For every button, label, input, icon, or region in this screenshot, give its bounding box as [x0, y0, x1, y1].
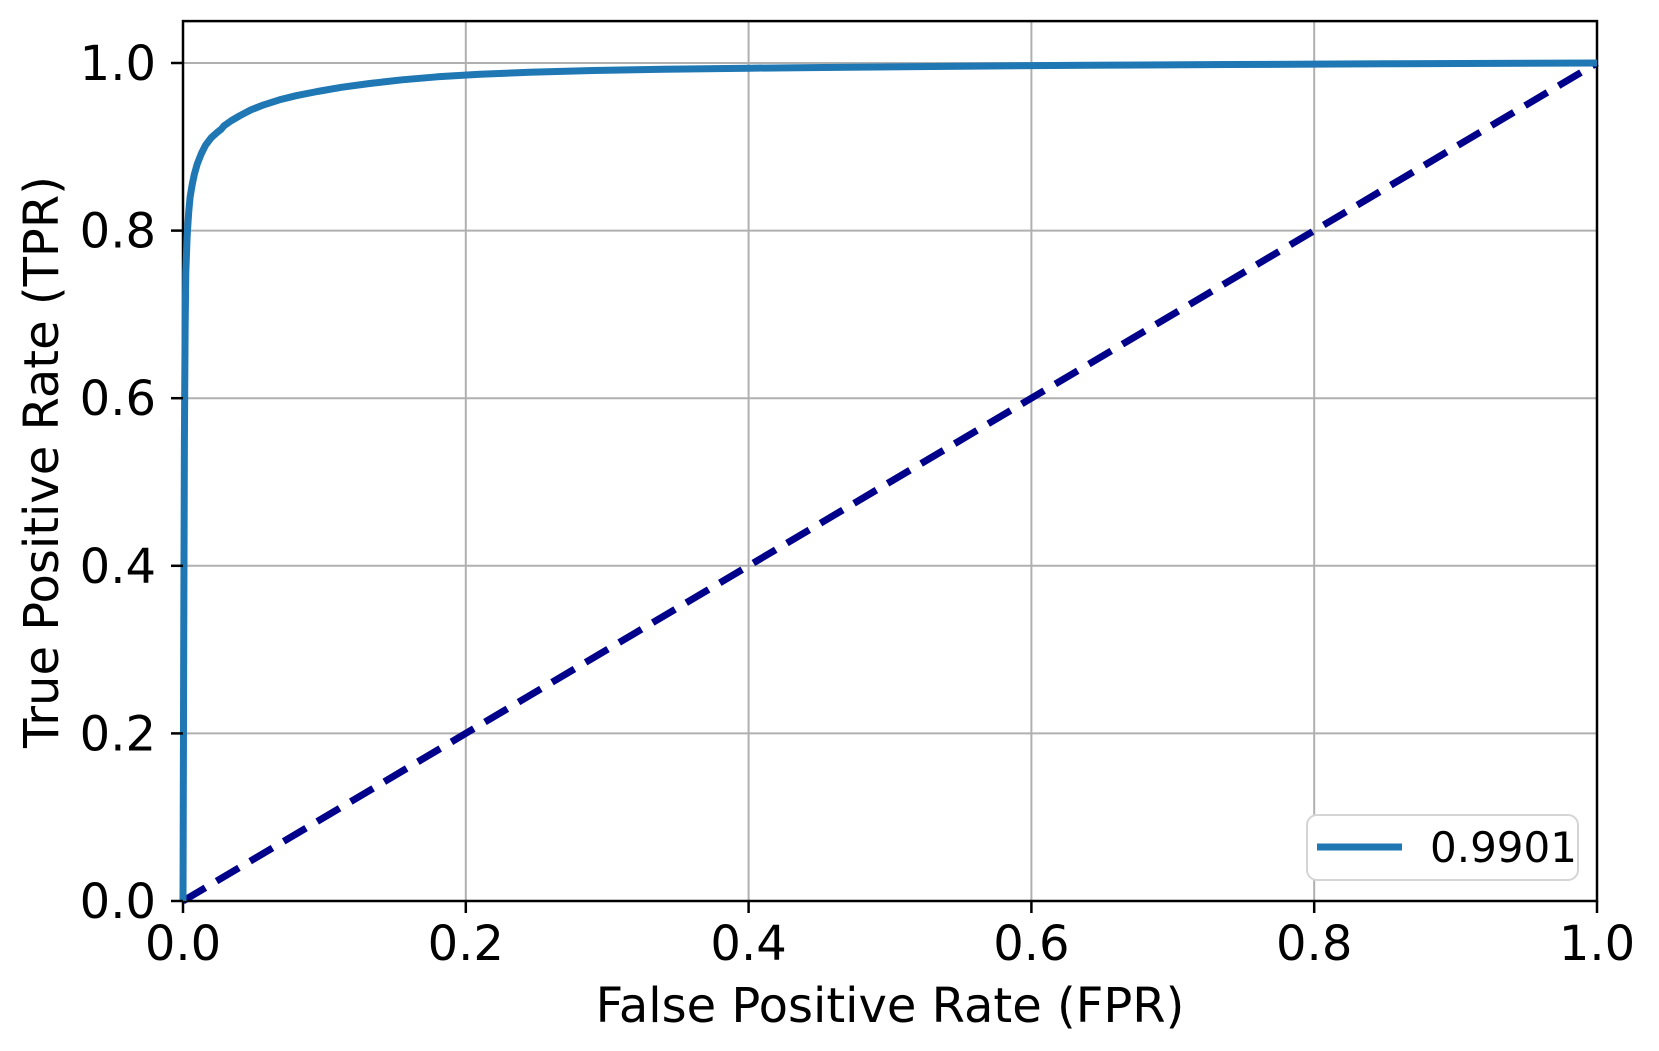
x-tick-label: 0.0 [145, 916, 221, 972]
legend: 0.9901 [1306, 814, 1579, 881]
legend-box [1306, 814, 1579, 881]
x-tick-label: 0.4 [710, 916, 786, 972]
x-tick-label: 0.6 [993, 916, 1069, 972]
legend-auc-value: 0.9901 [1430, 823, 1577, 872]
y-tick-label: 0.4 [80, 539, 156, 595]
x-tick-labels: 0.0 0.2 0.4 0.6 0.8 1.0 [145, 916, 1635, 972]
axis-ticks [171, 61, 1599, 913]
y-tick-label: 1.0 [80, 36, 156, 92]
x-tick-label: 0.2 [428, 916, 504, 972]
gridlines [183, 21, 1597, 901]
x-axis-label: False Positive Rate (FPR) [596, 978, 1185, 1034]
y-tick-labels: 0.0 0.2 0.4 0.6 0.8 1.0 [80, 36, 156, 930]
axes-spines [181, 19, 1599, 903]
x-tick-label: 0.8 [1276, 916, 1352, 972]
roc-curve-path [179, 59, 1598, 902]
chance-diagonal-path [181, 59, 1599, 905]
y-tick-label: 0.0 [80, 874, 156, 930]
y-tick-label: 0.6 [80, 371, 156, 427]
y-axis-label: True Positive Rate (TPR) [14, 176, 70, 749]
y-tick-label: 0.2 [80, 706, 156, 762]
x-tick-label: 1.0 [1559, 916, 1635, 972]
y-tick-label: 0.8 [80, 204, 156, 260]
roc-curve-line [179, 59, 1598, 902]
chance-diagonal-line [181, 59, 1599, 905]
plot-border [181, 19, 1599, 903]
